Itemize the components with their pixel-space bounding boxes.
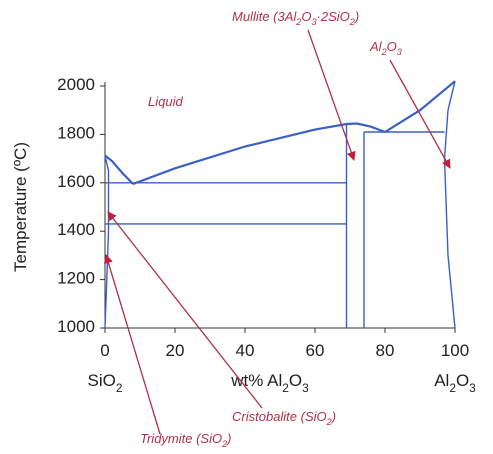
annotation-arrow xyxy=(104,254,161,435)
x-end-label: Al2O3 xyxy=(434,371,476,395)
x-axis-label: wt% Al2O3 xyxy=(230,371,309,395)
phase-boundary xyxy=(104,154,134,185)
phase-boundary xyxy=(356,122,386,134)
x-tick-label: 40 xyxy=(236,341,255,360)
region-label: Liquid xyxy=(148,94,183,109)
x-tick-label: 80 xyxy=(376,341,395,360)
annotation: Cristobalite (SiO2) xyxy=(232,409,336,427)
phase-boundary xyxy=(384,80,456,133)
annotation: Mullite (3Al2O3·2SiO2) xyxy=(232,9,359,27)
phase-boundary xyxy=(443,81,456,329)
y-tick-label: 2000 xyxy=(57,75,95,94)
x-tick-label: 0 xyxy=(100,341,109,360)
phase-boundary xyxy=(104,155,110,329)
annotation: Al2O3 xyxy=(369,39,402,57)
y-axis-label: Temperature (ºC) xyxy=(11,142,30,272)
y-tick-label: 1000 xyxy=(57,317,95,336)
y-tick-label: 1600 xyxy=(57,172,95,191)
y-tick-label: 1800 xyxy=(57,124,95,143)
x-tick-label: 100 xyxy=(441,341,469,360)
annotation-arrow xyxy=(389,59,451,169)
x-tick-label: 20 xyxy=(166,341,185,360)
annotation-arrow xyxy=(107,211,263,409)
annotation-arrow xyxy=(307,29,356,161)
x-end-label: SiO2 xyxy=(88,371,123,395)
phase-boundary xyxy=(132,122,358,186)
x-tick-label: 60 xyxy=(306,341,325,360)
annotation: Tridymite (SiO2) xyxy=(140,431,232,449)
y-tick-label: 1200 xyxy=(57,269,95,288)
y-tick-label: 1400 xyxy=(57,221,95,240)
